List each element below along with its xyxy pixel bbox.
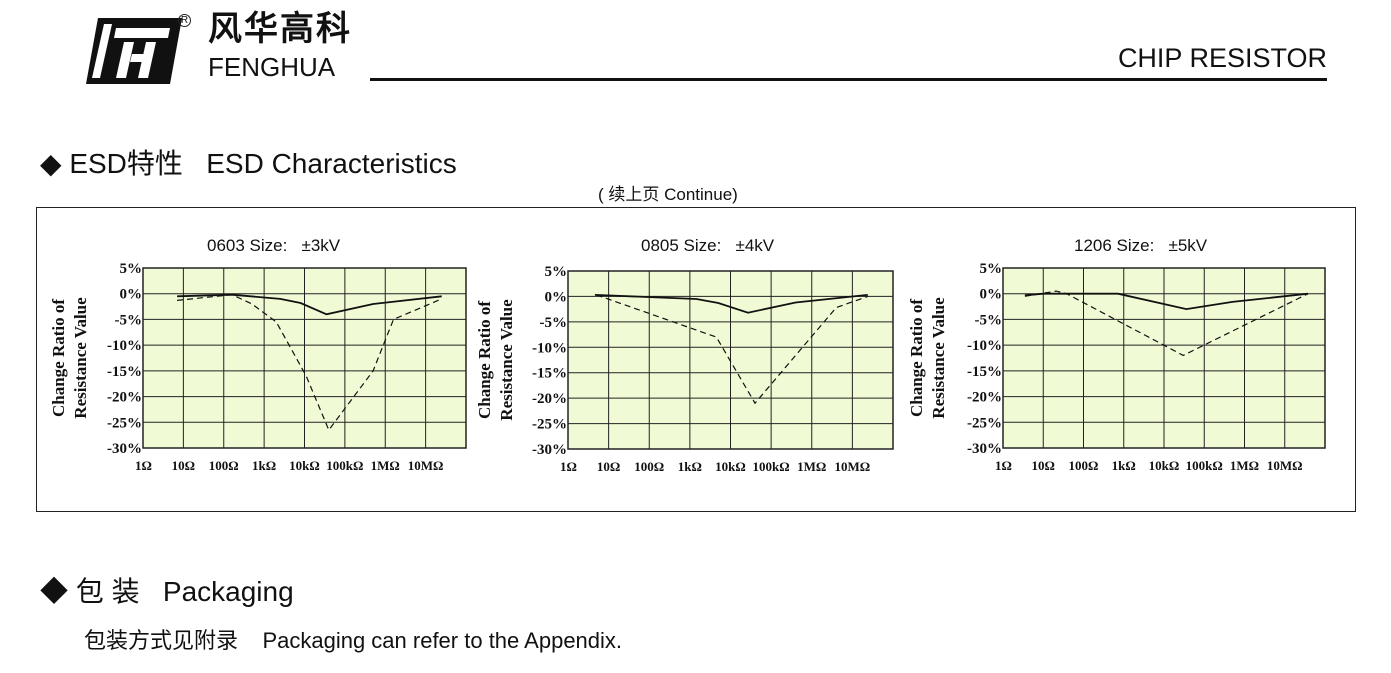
esd-heading-text: ESD特性 ESD Characteristics [69,148,457,179]
fenghua-logo-mark [86,18,182,84]
chart-title-0805: 0805 Size: ±4kV [641,236,775,255]
continue-note: ( 续上页 Continue) [598,185,738,204]
chart-title-1206: 1206 Size: ±5kV [1074,236,1208,255]
registered-mark: R [178,14,191,27]
logo-chinese-text: 风华高科 [208,9,352,49]
packaging-text: 包装方式见附录 Packaging can refer to the Appen… [84,628,623,653]
diamond-bullet-icon: ◆ [40,576,69,607]
packaging-section-heading: ◆ 包 装 Packaging [40,570,294,610]
packaging-heading-text: 包 装 Packaging [75,576,294,607]
header-rule [370,78,1327,81]
document-title: CHIP RESISTOR [1117,43,1327,73]
chart-title-0603: 0603 Size: ±3kV [207,236,341,255]
esd-section-heading: ◆ ESD特性 ESD Characteristics [40,142,457,182]
diamond-bullet-icon: ◆ [40,148,62,179]
esd-charts-frame [36,207,1356,512]
logo-english-text: FENGHUA [208,52,336,82]
